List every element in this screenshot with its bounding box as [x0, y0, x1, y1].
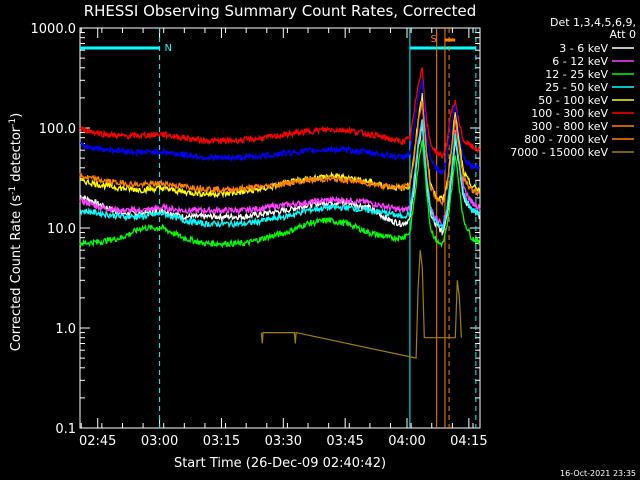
legend-label-5: 100 - 300 keV — [531, 107, 608, 120]
y-tick-label-4: 0.1 — [55, 422, 76, 437]
y-tick-label-2: 10.0 — [47, 222, 76, 237]
x-tick-label-0: 02:45 — [79, 434, 116, 449]
legend-label-1: 6 - 12 keV — [552, 55, 608, 68]
x-tick-label-5: 04:00 — [388, 434, 425, 449]
y-tick-label-1: 100.0 — [39, 122, 76, 137]
y-axis-label: Corrected Count Rate (s-1 detector-1) — [8, 113, 24, 351]
y-axis-label-end: ) — [9, 113, 24, 118]
legend-label-8: 7000 - 15000 keV — [510, 146, 608, 159]
series-line-8 — [260, 250, 462, 359]
legend-label-4: 50 - 100 keV — [538, 94, 608, 107]
series-line-9 — [79, 79, 481, 176]
series-line-6 — [79, 99, 481, 207]
x-tick-label-4: 03:45 — [326, 434, 363, 449]
x-tick-label-6: 04:15 — [450, 434, 487, 449]
legend-label-0: 3 - 6 keV — [559, 42, 608, 55]
plot-area: 1000.0 100.0 10.0 1.0 0.102:45 03:00 03:15 03:3… — [31, 22, 488, 449]
x-axis-label: Start Time (26-Dec-09 02:40:42) — [174, 456, 386, 471]
legend-label-2: 12 - 25 keV — [545, 68, 608, 81]
timestamp: 16-Oct-2021 23:35 — [560, 469, 636, 478]
series-line-3 — [79, 119, 481, 231]
label-s: S — [431, 34, 437, 45]
chart-title: RHESSI Observing Summary Count Rates, Co… — [84, 2, 477, 20]
y-tick-label-3: 1.0 — [55, 322, 76, 337]
y-axis-label-mid: detector — [9, 126, 24, 186]
legend-header-1: Det 1,3,4,5,6,9, — [550, 16, 636, 29]
y-axis-label-sup1: -1 — [8, 186, 18, 195]
legend-label-6: 300 - 800 keV — [531, 120, 608, 133]
x-tick-label-2: 03:15 — [203, 434, 240, 449]
y-axis-label-main: Corrected Count Rate (s — [9, 195, 24, 352]
x-tick-label-3: 03:30 — [265, 434, 302, 449]
legend-header-2: Att 0 — [610, 28, 636, 41]
series-line-5 — [79, 67, 481, 159]
y-tick-label-0: 1000.0 — [31, 22, 77, 37]
y-axis-label-sup2: -1 — [8, 118, 18, 127]
legend-label-3: 25 - 50 keV — [545, 81, 608, 94]
label-n: N — [165, 43, 172, 54]
x-tick-label-1: 03:00 — [141, 434, 178, 449]
series-line-2 — [79, 139, 481, 249]
legend-label-7: 800 - 7000 keV — [524, 133, 608, 146]
